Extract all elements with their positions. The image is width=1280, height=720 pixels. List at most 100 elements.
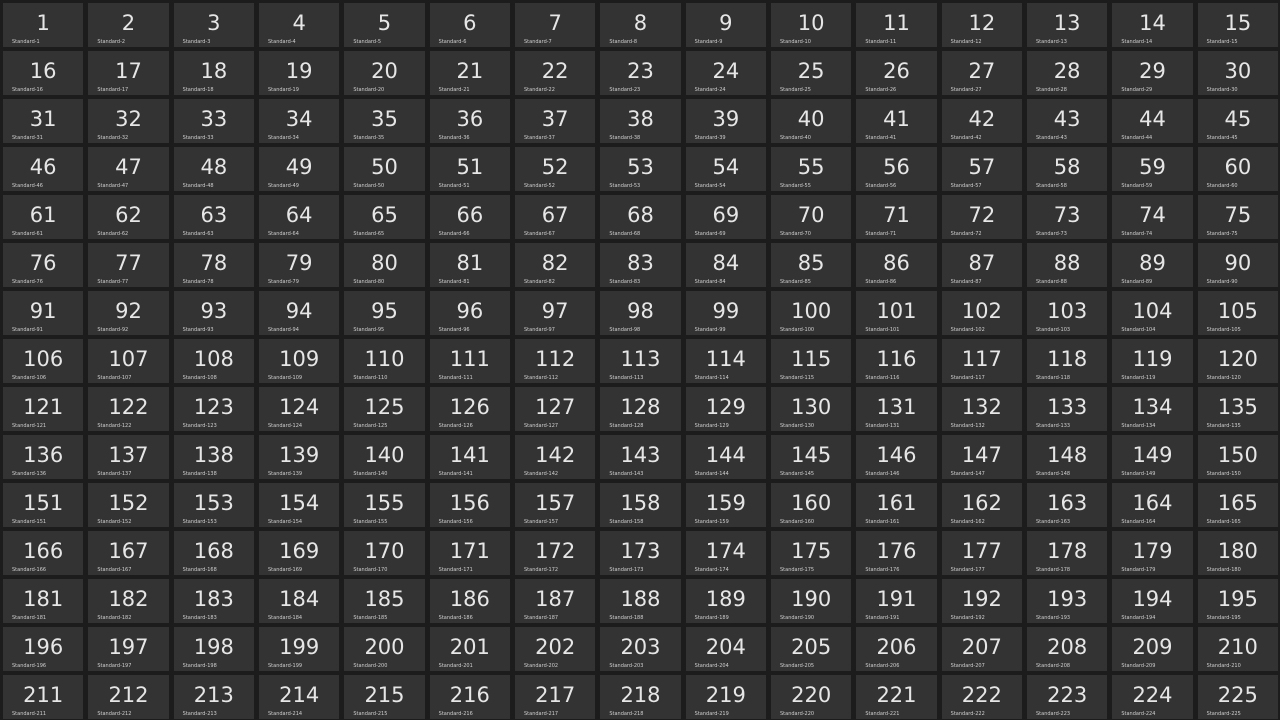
tile[interactable]: 55 Standard-55 <box>771 147 852 191</box>
tile[interactable]: 153 Standard-153 <box>173 483 254 527</box>
tile[interactable]: 224 Standard-224 <box>1112 675 1193 719</box>
tile[interactable]: 88 Standard-88 <box>1027 243 1108 287</box>
tile[interactable]: 191 Standard-191 <box>856 579 937 623</box>
tile[interactable]: 225 Standard-225 <box>1197 675 1278 719</box>
tile[interactable]: 96 Standard-96 <box>429 291 510 335</box>
tile[interactable]: 135 Standard-135 <box>1197 387 1278 431</box>
tile[interactable]: 164 Standard-164 <box>1112 483 1193 527</box>
tile[interactable]: 43 Standard-43 <box>1027 99 1108 143</box>
tile[interactable]: 126 Standard-126 <box>429 387 510 431</box>
tile[interactable]: 112 Standard-112 <box>515 339 596 383</box>
tile[interactable]: 91 Standard-91 <box>3 291 84 335</box>
tile[interactable]: 26 Standard-26 <box>856 51 937 95</box>
tile[interactable]: 144 Standard-144 <box>685 435 766 479</box>
tile[interactable]: 73 Standard-73 <box>1027 195 1108 239</box>
tile[interactable]: 32 Standard-32 <box>88 99 169 143</box>
tile[interactable]: 39 Standard-39 <box>685 99 766 143</box>
tile[interactable]: 14 Standard-14 <box>1112 3 1193 47</box>
tile[interactable]: 193 Standard-193 <box>1027 579 1108 623</box>
tile[interactable]: 200 Standard-200 <box>344 627 425 671</box>
tile[interactable]: 213 Standard-213 <box>173 675 254 719</box>
tile[interactable]: 218 Standard-218 <box>600 675 681 719</box>
tile[interactable]: 40 Standard-40 <box>771 99 852 143</box>
tile[interactable]: 195 Standard-195 <box>1197 579 1278 623</box>
tile[interactable]: 20 Standard-20 <box>344 51 425 95</box>
tile[interactable]: 197 Standard-197 <box>88 627 169 671</box>
tile[interactable]: 25 Standard-25 <box>771 51 852 95</box>
tile[interactable]: 78 Standard-78 <box>173 243 254 287</box>
tile[interactable]: 34 Standard-34 <box>259 99 340 143</box>
tile[interactable]: 206 Standard-206 <box>856 627 937 671</box>
tile[interactable]: 219 Standard-219 <box>685 675 766 719</box>
tile[interactable]: 148 Standard-148 <box>1027 435 1108 479</box>
tile[interactable]: 223 Standard-223 <box>1027 675 1108 719</box>
tile[interactable]: 28 Standard-28 <box>1027 51 1108 95</box>
tile[interactable]: 23 Standard-23 <box>600 51 681 95</box>
tile[interactable]: 121 Standard-121 <box>3 387 84 431</box>
tile[interactable]: 220 Standard-220 <box>771 675 852 719</box>
tile[interactable]: 29 Standard-29 <box>1112 51 1193 95</box>
tile[interactable]: 202 Standard-202 <box>515 627 596 671</box>
tile[interactable]: 179 Standard-179 <box>1112 531 1193 575</box>
tile[interactable]: 9 Standard-9 <box>685 3 766 47</box>
tile[interactable]: 38 Standard-38 <box>600 99 681 143</box>
tile[interactable]: 102 Standard-102 <box>941 291 1022 335</box>
tile[interactable]: 201 Standard-201 <box>429 627 510 671</box>
tile[interactable]: 212 Standard-212 <box>88 675 169 719</box>
tile[interactable]: 42 Standard-42 <box>941 99 1022 143</box>
tile[interactable]: 152 Standard-152 <box>88 483 169 527</box>
tile[interactable]: 6 Standard-6 <box>429 3 510 47</box>
tile[interactable]: 169 Standard-169 <box>259 531 340 575</box>
tile[interactable]: 3 Standard-3 <box>173 3 254 47</box>
tile[interactable]: 104 Standard-104 <box>1112 291 1193 335</box>
tile[interactable]: 158 Standard-158 <box>600 483 681 527</box>
tile[interactable]: 117 Standard-117 <box>941 339 1022 383</box>
tile[interactable]: 127 Standard-127 <box>515 387 596 431</box>
tile[interactable]: 95 Standard-95 <box>344 291 425 335</box>
tile[interactable]: 52 Standard-52 <box>515 147 596 191</box>
tile[interactable]: 185 Standard-185 <box>344 579 425 623</box>
tile[interactable]: 69 Standard-69 <box>685 195 766 239</box>
tile[interactable]: 109 Standard-109 <box>259 339 340 383</box>
tile[interactable]: 207 Standard-207 <box>941 627 1022 671</box>
tile[interactable]: 46 Standard-46 <box>3 147 84 191</box>
tile[interactable]: 216 Standard-216 <box>429 675 510 719</box>
tile[interactable]: 192 Standard-192 <box>941 579 1022 623</box>
tile[interactable]: 24 Standard-24 <box>685 51 766 95</box>
tile[interactable]: 8 Standard-8 <box>600 3 681 47</box>
tile[interactable]: 215 Standard-215 <box>344 675 425 719</box>
tile[interactable]: 203 Standard-203 <box>600 627 681 671</box>
tile[interactable]: 54 Standard-54 <box>685 147 766 191</box>
tile[interactable]: 50 Standard-50 <box>344 147 425 191</box>
tile[interactable]: 30 Standard-30 <box>1197 51 1278 95</box>
tile[interactable]: 189 Standard-189 <box>685 579 766 623</box>
tile[interactable]: 211 Standard-211 <box>3 675 84 719</box>
tile[interactable]: 161 Standard-161 <box>856 483 937 527</box>
tile[interactable]: 136 Standard-136 <box>3 435 84 479</box>
tile[interactable]: 93 Standard-93 <box>173 291 254 335</box>
tile[interactable]: 74 Standard-74 <box>1112 195 1193 239</box>
tile[interactable]: 105 Standard-105 <box>1197 291 1278 335</box>
tile[interactable]: 21 Standard-21 <box>429 51 510 95</box>
tile[interactable]: 138 Standard-138 <box>173 435 254 479</box>
tile[interactable]: 129 Standard-129 <box>685 387 766 431</box>
tile[interactable]: 56 Standard-56 <box>856 147 937 191</box>
tile[interactable]: 60 Standard-60 <box>1197 147 1278 191</box>
tile[interactable]: 180 Standard-180 <box>1197 531 1278 575</box>
tile[interactable]: 163 Standard-163 <box>1027 483 1108 527</box>
tile[interactable]: 176 Standard-176 <box>856 531 937 575</box>
tile[interactable]: 64 Standard-64 <box>259 195 340 239</box>
tile[interactable]: 145 Standard-145 <box>771 435 852 479</box>
tile[interactable]: 165 Standard-165 <box>1197 483 1278 527</box>
tile[interactable]: 173 Standard-173 <box>600 531 681 575</box>
tile[interactable]: 17 Standard-17 <box>88 51 169 95</box>
tile[interactable]: 174 Standard-174 <box>685 531 766 575</box>
tile[interactable]: 83 Standard-83 <box>600 243 681 287</box>
tile[interactable]: 89 Standard-89 <box>1112 243 1193 287</box>
tile[interactable]: 48 Standard-48 <box>173 147 254 191</box>
tile[interactable]: 66 Standard-66 <box>429 195 510 239</box>
tile[interactable]: 45 Standard-45 <box>1197 99 1278 143</box>
tile[interactable]: 204 Standard-204 <box>685 627 766 671</box>
tile[interactable]: 107 Standard-107 <box>88 339 169 383</box>
tile[interactable]: 111 Standard-111 <box>429 339 510 383</box>
